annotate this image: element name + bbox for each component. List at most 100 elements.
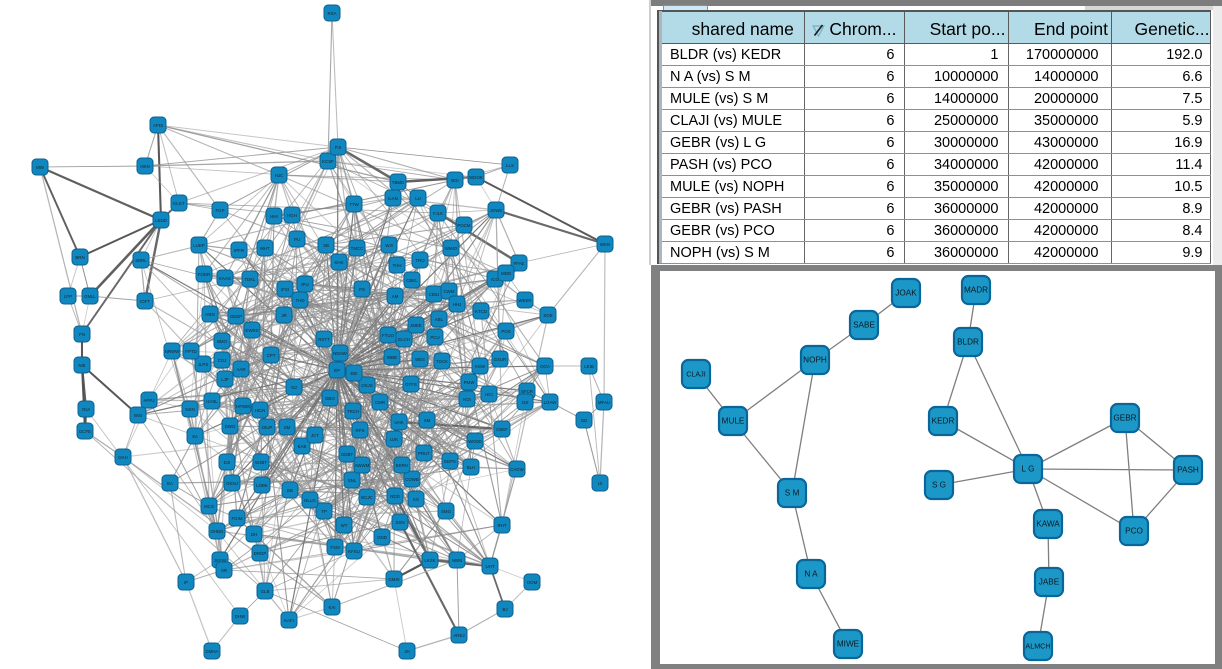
svg-text:JLPS: JLPS	[198, 362, 209, 367]
svg-text:FSM: FSM	[330, 545, 340, 550]
svg-text:JABE: JABE	[1039, 578, 1060, 587]
svg-text:SABE: SABE	[853, 321, 875, 330]
svg-text:FJLK: FJLK	[433, 211, 443, 216]
svg-text:S G: S G	[932, 481, 946, 490]
svg-text:WJBT: WJBT	[255, 460, 267, 465]
svg-text:HSN: HSN	[205, 312, 214, 317]
svg-text:SM: SM	[284, 425, 291, 430]
svg-text:JOWE: JOWE	[490, 208, 503, 213]
svg-text:MDD: MDD	[501, 271, 511, 276]
svg-text:EB: EB	[287, 488, 293, 493]
svg-text:KOI: KOI	[463, 397, 471, 402]
svg-text:WBB: WBB	[387, 355, 397, 360]
svg-text:L G: L G	[1022, 465, 1035, 474]
svg-text:ABL: ABL	[435, 317, 444, 322]
svg-text:POCM: POCM	[457, 223, 471, 228]
svg-text:LFP: LFP	[64, 294, 72, 299]
svg-text:HCI: HCI	[485, 392, 493, 397]
svg-text:GTFS: GTFS	[405, 382, 417, 387]
svg-text:SFCR: SFCR	[521, 389, 533, 394]
svg-text:MULE: MULE	[722, 417, 745, 426]
svg-text:LLS: LLS	[506, 163, 514, 168]
svg-text:S M: S M	[785, 489, 800, 498]
svg-text:BCJC: BCJC	[361, 495, 372, 500]
svg-text:DH: DH	[251, 532, 257, 537]
svg-text:GLB: GLB	[261, 589, 270, 594]
svg-text:MW: MW	[36, 165, 45, 170]
svg-text:OHBG: OHBG	[211, 529, 225, 534]
svg-text:EP: EP	[334, 368, 340, 373]
svg-text:KAWA: KAWA	[1036, 520, 1060, 529]
svg-text:DJI: DJI	[224, 460, 231, 465]
svg-text:IPU: IPU	[301, 282, 308, 287]
svg-text:GNLL: GNLL	[84, 294, 96, 299]
svg-text:KS: KS	[413, 497, 419, 502]
svg-text:TDKL: TDKL	[244, 277, 256, 282]
svg-text:GMSI: GMSI	[388, 577, 399, 582]
svg-text:CLAJI: CLAJI	[686, 370, 706, 379]
svg-text:KAI: KAI	[328, 605, 335, 610]
svg-text:KAE: KAE	[298, 444, 307, 449]
svg-text:RDD: RDD	[390, 494, 400, 499]
svg-text:ICG: ICG	[491, 277, 499, 282]
svg-text:NRWW: NRWW	[165, 349, 180, 354]
svg-text:FGP: FGP	[215, 208, 224, 213]
svg-text:JKFW: JKFW	[214, 558, 227, 563]
svg-text:NIE: NIE	[78, 363, 85, 368]
svg-text:KTCD: KTCD	[475, 309, 487, 314]
svg-text:NSN: NSN	[185, 407, 194, 412]
svg-text:BLDR: BLDR	[957, 338, 979, 347]
svg-text:PCU: PCU	[430, 335, 439, 340]
svg-text:SM: SM	[424, 418, 431, 423]
svg-text:AAR: AAR	[236, 367, 245, 372]
svg-text:LEDD: LEDD	[155, 218, 167, 223]
svg-text:PS: PS	[359, 287, 365, 292]
svg-text:MCS: MCS	[204, 504, 214, 509]
svg-text:FTUO: FTUO	[382, 333, 395, 338]
svg-text:WES: WES	[415, 357, 425, 362]
svg-text:TRO: TRO	[415, 258, 425, 263]
svg-text:OSJS: OSJS	[361, 383, 373, 388]
svg-text:AM: AM	[392, 294, 399, 299]
svg-text:COJ: COJ	[218, 358, 227, 363]
svg-text:SBRL: SBRL	[135, 258, 147, 263]
svg-text:RUI: RUI	[82, 407, 90, 412]
svg-text:GKNJ: GKNJ	[226, 481, 238, 486]
svg-text:UI: UI	[598, 481, 602, 486]
svg-text:GEBR: GEBR	[1113, 414, 1136, 423]
svg-text:IP: IP	[184, 580, 188, 585]
svg-text:PCO: PCO	[1125, 527, 1143, 536]
svg-text:BJ: BJ	[502, 607, 507, 612]
svg-text:TP: TP	[321, 509, 327, 514]
svg-text:GEEP: GEEP	[230, 314, 242, 319]
svg-text:RPS: RPS	[355, 428, 364, 433]
svg-text:N A: N A	[804, 570, 818, 579]
svg-text:EEPS: EEPS	[444, 459, 456, 464]
svg-text:SMG: SMG	[441, 509, 452, 514]
svg-text:APDI: APDI	[153, 123, 163, 128]
svg-text:BRN: BRN	[75, 255, 84, 260]
svg-text:THH: THH	[392, 263, 401, 268]
svg-text:CBEF: CBEF	[496, 427, 508, 432]
svg-text:TMCC: TMCC	[351, 246, 364, 251]
svg-text:HHJ: HHJ	[453, 302, 462, 307]
svg-text:WKN: WKN	[600, 242, 610, 247]
svg-text:OIUP: OIUP	[262, 425, 273, 430]
svg-text:MHT: MHT	[260, 246, 270, 251]
svg-text:NDHW: NDHW	[333, 351, 348, 356]
svg-text:TGCK: TGCK	[436, 359, 448, 364]
svg-text:CBKL: CBKL	[406, 278, 418, 283]
svg-text:DHW: DHW	[235, 614, 246, 619]
svg-text:JH: JH	[404, 649, 409, 654]
svg-text:IFSI: IFSI	[281, 287, 289, 292]
svg-text:GCFE: GCFE	[79, 429, 91, 434]
svg-text:KSW: KSW	[475, 364, 486, 369]
svg-text:RSA: RSA	[327, 11, 336, 16]
svg-text:FGIM: FGIM	[232, 516, 243, 521]
svg-text:JOAK: JOAK	[895, 289, 917, 298]
svg-text:EKRH: EKRH	[396, 463, 408, 468]
svg-text:LU: LU	[415, 196, 421, 201]
svg-text:SNL: SNL	[348, 478, 357, 483]
svg-text:WSI: WSI	[134, 413, 142, 418]
svg-text:SR: SR	[221, 568, 227, 573]
